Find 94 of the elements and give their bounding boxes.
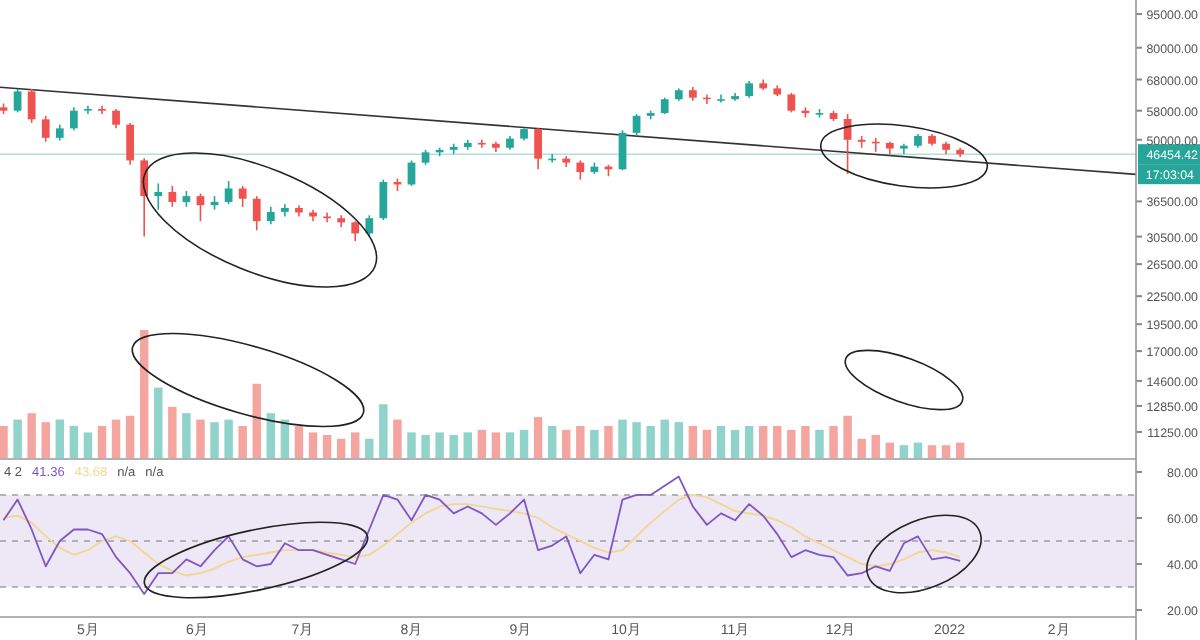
bar xyxy=(449,434,458,458)
candlestick xyxy=(84,104,92,115)
candlestick xyxy=(323,211,331,224)
candlestick xyxy=(126,122,134,166)
bar xyxy=(336,438,346,458)
bar xyxy=(702,429,712,458)
bar xyxy=(182,413,191,458)
candlestick xyxy=(576,159,585,181)
candlestick xyxy=(69,106,78,132)
bar xyxy=(266,413,276,458)
line-series xyxy=(2,494,962,577)
bar xyxy=(69,426,79,458)
bar xyxy=(927,445,937,458)
bar xyxy=(955,442,965,458)
bar xyxy=(238,426,247,458)
bar xyxy=(252,383,261,458)
bar xyxy=(857,438,866,458)
bar xyxy=(196,419,205,458)
candlestick xyxy=(379,178,388,221)
candlestick xyxy=(224,180,233,205)
bar xyxy=(0,426,8,458)
bar xyxy=(83,432,93,458)
bar xyxy=(280,419,290,458)
bar xyxy=(899,445,909,458)
bar xyxy=(646,426,655,458)
candlestick xyxy=(41,115,50,143)
bar xyxy=(801,426,810,458)
bar xyxy=(773,426,782,458)
candlestick xyxy=(13,88,22,114)
bar xyxy=(519,429,529,458)
candlestick xyxy=(168,185,177,208)
bar xyxy=(407,432,416,458)
bar xyxy=(913,442,923,458)
bar xyxy=(322,434,332,458)
bar xyxy=(139,330,149,458)
bar xyxy=(477,429,487,458)
bar xyxy=(210,422,219,458)
bar xyxy=(618,419,627,458)
bar xyxy=(829,426,838,458)
bar xyxy=(41,422,50,458)
bar xyxy=(674,422,684,458)
bar xyxy=(27,413,36,458)
candlestick xyxy=(196,192,205,222)
bar xyxy=(941,445,951,458)
bar xyxy=(308,432,318,458)
bar xyxy=(154,387,163,458)
candlestick xyxy=(154,182,163,211)
bar xyxy=(393,419,402,458)
bar xyxy=(660,419,669,458)
candlestick xyxy=(98,104,106,115)
bar xyxy=(224,419,233,458)
candlestick xyxy=(632,113,641,137)
bar xyxy=(294,426,304,458)
bar xyxy=(365,438,374,458)
candlestick xyxy=(351,220,360,242)
bar xyxy=(604,426,613,458)
bar xyxy=(590,429,599,458)
bar xyxy=(815,429,824,458)
candlestick xyxy=(787,92,796,114)
bar xyxy=(787,429,796,458)
line-series xyxy=(2,475,962,595)
bar xyxy=(505,432,515,458)
bar xyxy=(885,442,895,458)
candlestick xyxy=(112,108,120,130)
bar xyxy=(730,429,740,458)
bar xyxy=(843,415,852,458)
bar xyxy=(168,406,177,458)
bar xyxy=(871,434,880,458)
candlestick xyxy=(477,138,486,149)
candlestick xyxy=(27,88,36,124)
bar xyxy=(97,426,107,458)
bar xyxy=(562,429,571,458)
candlestick xyxy=(534,127,542,171)
bar xyxy=(632,422,641,458)
bar xyxy=(576,426,585,458)
candlestick xyxy=(252,195,261,232)
bar xyxy=(379,404,388,458)
bar xyxy=(491,432,501,458)
bar xyxy=(533,417,543,458)
bar xyxy=(688,426,698,458)
bar xyxy=(13,419,22,458)
bar xyxy=(125,415,135,458)
bar xyxy=(421,434,430,458)
candlestick xyxy=(365,214,374,238)
bar xyxy=(435,432,444,458)
candlestick xyxy=(238,185,247,208)
bar xyxy=(55,419,65,458)
bar xyxy=(111,419,121,458)
bar xyxy=(351,432,360,458)
bar xyxy=(716,426,726,458)
bar xyxy=(758,426,768,458)
bar xyxy=(744,426,754,458)
bar xyxy=(547,426,557,458)
bar xyxy=(463,432,472,458)
